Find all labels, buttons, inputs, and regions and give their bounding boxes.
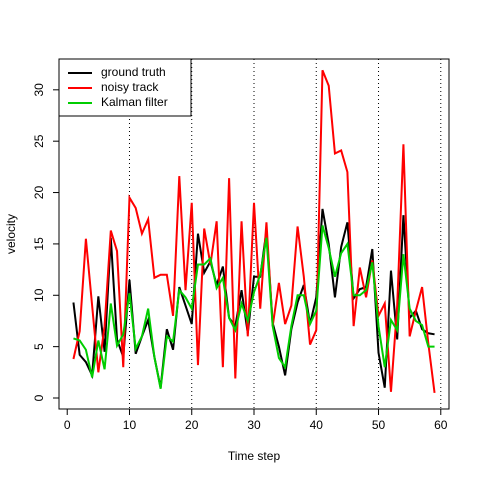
y-tick-label: 25 [32, 134, 46, 148]
x-tick-label: 40 [310, 418, 324, 432]
legend-label: Kalman filter [101, 95, 168, 109]
y-tick-label: 5 [32, 343, 46, 350]
legend-label: noisy track [101, 80, 159, 94]
y-tick-label: 30 [32, 83, 46, 97]
x-tick-label: 50 [372, 418, 386, 432]
y-tick-label: 20 [32, 186, 46, 200]
y-tick-label: 15 [32, 237, 46, 251]
x-tick-label: 10 [123, 418, 137, 432]
y-tick-label: 10 [32, 288, 46, 302]
x-tick-label: 0 [64, 418, 71, 432]
series-line [73, 225, 435, 389]
x-tick-label: 30 [247, 418, 261, 432]
y-tick-label: 0 [32, 394, 46, 401]
x-axis-label: Time step [228, 449, 281, 463]
y-axis-label: velocity [4, 214, 18, 254]
x-tick-label: 20 [185, 418, 199, 432]
legend-label: ground truth [101, 65, 166, 79]
x-tick-label: 60 [434, 418, 448, 432]
